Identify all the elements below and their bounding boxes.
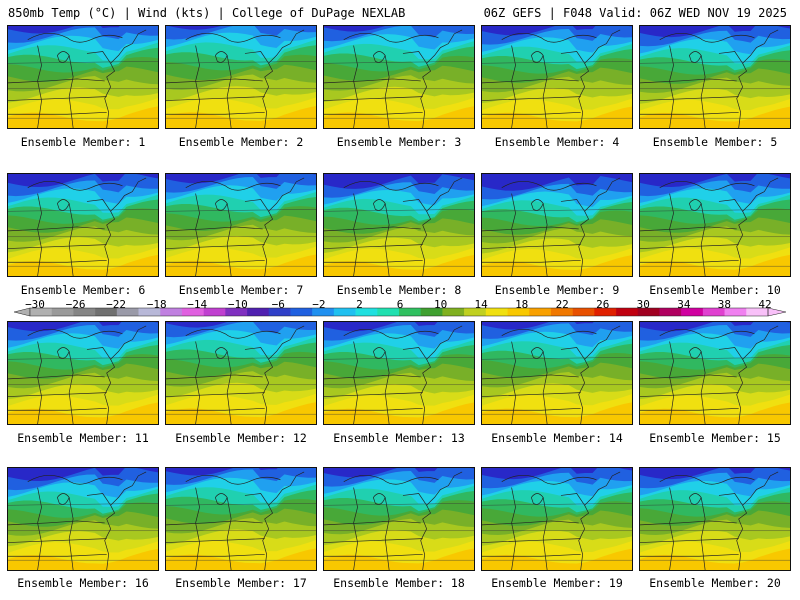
- valid-time-label: 06Z GEFS | F048 Valid: 06Z WED NOV 19 20…: [483, 6, 787, 20]
- colorbar-segment: [268, 308, 291, 316]
- colorbar-segment: [312, 308, 335, 316]
- colorbar-tick-label: 38: [717, 298, 732, 311]
- colorbar-tick-label: 10: [433, 298, 448, 311]
- colorbar-segment: [399, 308, 422, 316]
- colorbar-tick-label: 34: [677, 298, 691, 311]
- colorbar-tick-label: −26: [65, 298, 86, 311]
- colorbar-segment: [420, 308, 443, 316]
- ensemble-member-label: Ensemble Member: 2: [178, 135, 304, 149]
- colorbar-segment: [290, 308, 313, 316]
- colorbar-segment: [73, 308, 96, 316]
- ensemble-member-label: Ensemble Member: 13: [333, 431, 465, 445]
- colorbar-segment: [702, 308, 725, 316]
- ensemble-member-17-map: [165, 467, 317, 571]
- ensemble-member-20-map: [639, 467, 791, 571]
- colorbar-segment: [181, 308, 204, 316]
- colorbar-segment: [746, 308, 769, 316]
- ensemble-member-label: Ensemble Member: 8: [336, 283, 462, 297]
- colorbar-tick-label: −22: [106, 298, 127, 311]
- ensemble-member-label: Ensemble Member: 14: [491, 431, 623, 445]
- ensemble-member-2-map: [165, 25, 317, 129]
- colorbar-segment: [355, 308, 378, 316]
- ensemble-member-18-map: [323, 467, 475, 571]
- ensemble-member-13-map: [323, 321, 475, 425]
- ensemble-member-19-map: [481, 467, 633, 571]
- colorbar-segment: [160, 308, 183, 316]
- colorbar-tick-label: 2: [356, 298, 363, 311]
- ensemble-member-label: Ensemble Member: 15: [649, 431, 781, 445]
- ensemble-member-label: Ensemble Member: 18: [333, 576, 465, 590]
- ensemble-member-label: Ensemble Member: 17: [175, 576, 307, 590]
- colorbar-tick-label: 6: [396, 298, 404, 311]
- ensemble-member-16-map: [7, 467, 159, 571]
- colorbar-segment: [30, 308, 53, 316]
- ensemble-member-label: Ensemble Member: 6: [20, 283, 146, 297]
- chart-title: 850mb Temp (°C) | Wind (kts) | College o…: [8, 6, 406, 20]
- colorbar-segment: [203, 308, 226, 316]
- ensemble-member-11-map: [7, 321, 159, 425]
- colorbar-tick-label: 42: [758, 298, 772, 311]
- ensemble-member-label: Ensemble Member: 1: [20, 135, 146, 149]
- colorbar-segment: [464, 308, 487, 316]
- ensemble-member-5-map: [639, 25, 791, 129]
- colorbar-segment: [333, 308, 356, 316]
- ensemble-member-label: Ensemble Member: 12: [175, 431, 307, 445]
- colorbar-segment: [95, 308, 118, 316]
- colorbar-segment: [616, 308, 639, 316]
- colorbar-segment: [529, 308, 552, 316]
- colorbar-tick-label: 22: [555, 298, 569, 311]
- colorbar-segment: [507, 308, 530, 316]
- colorbar-segment: [681, 308, 704, 316]
- ensemble-member-label: Ensemble Member: 3: [336, 135, 462, 149]
- colorbar-tick-label: 18: [515, 298, 529, 311]
- colorbar-tick-label: 30: [636, 298, 650, 311]
- colorbar-segment: [485, 308, 508, 316]
- ensemble-member-label: Ensemble Member: 4: [494, 135, 620, 149]
- ensemble-member-label: Ensemble Member: 11: [17, 431, 149, 445]
- colorbar-tick-label: 26: [596, 298, 610, 311]
- ensemble-member-label: Ensemble Member: 5: [652, 135, 778, 149]
- colorbar-segment: [572, 308, 595, 316]
- ensemble-member-7-map: [165, 173, 317, 277]
- ensemble-member-label: Ensemble Member: 20: [649, 576, 781, 590]
- colorbar-tick-label: −2: [312, 298, 326, 311]
- ensemble-member-label: Ensemble Member: 10: [649, 283, 781, 297]
- ensemble-member-8-map: [323, 173, 475, 277]
- colorbar-segment: [724, 308, 747, 316]
- colorbar-segment: [225, 308, 248, 316]
- ensemble-member-10-map: [639, 173, 791, 277]
- colorbar-segment: [594, 308, 617, 316]
- ensemble-member-1-map: [7, 25, 159, 129]
- ensemble-member-label: Ensemble Member: 7: [178, 283, 304, 297]
- ensemble-member-label: Ensemble Member: 19: [491, 576, 623, 590]
- ensemble-member-6-map: [7, 173, 159, 277]
- ensemble-member-4-map: [481, 25, 633, 129]
- colorbar-segment: [659, 308, 682, 316]
- colorbar-segment: [442, 308, 465, 316]
- colorbar-segment: [138, 308, 161, 316]
- ensemble-member-3-map: [323, 25, 475, 129]
- colorbar-segment: [377, 308, 400, 316]
- temperature-colorbar: [13, 307, 787, 317]
- colorbar-tick-label: −6: [271, 298, 285, 311]
- colorbar-segment: [637, 308, 660, 316]
- colorbar-tick-label: −18: [146, 298, 167, 311]
- colorbar-segment: [116, 308, 139, 316]
- ensemble-member-15-map: [639, 321, 791, 425]
- colorbar-tick-label: 14: [474, 298, 488, 311]
- colorbar-segment: [51, 308, 74, 316]
- colorbar-segment: [247, 308, 270, 316]
- ensemble-member-label: Ensemble Member: 16: [17, 576, 149, 590]
- ensemble-member-12-map: [165, 321, 317, 425]
- colorbar-tick-label: −30: [25, 298, 45, 311]
- colorbar-tick-label: −14: [187, 298, 208, 311]
- ensemble-member-14-map: [481, 321, 633, 425]
- colorbar-tick-label: −10: [227, 298, 248, 311]
- ensemble-member-9-map: [481, 173, 633, 277]
- ensemble-member-label: Ensemble Member: 9: [494, 283, 620, 297]
- colorbar-segment: [550, 308, 573, 316]
